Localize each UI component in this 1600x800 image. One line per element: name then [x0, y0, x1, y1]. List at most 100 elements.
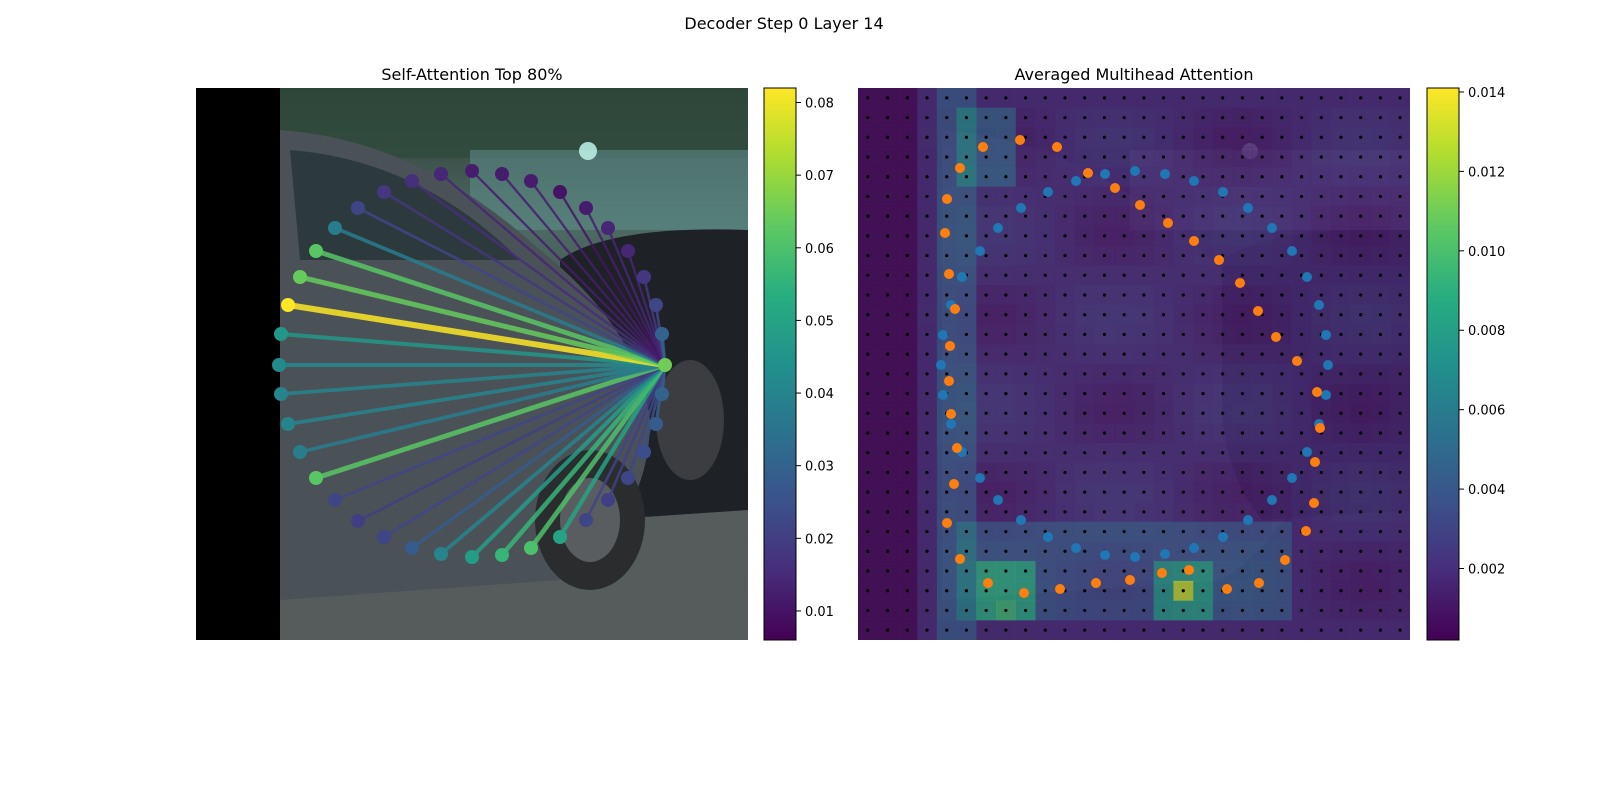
grid-dot: [1260, 214, 1264, 218]
colorbar-tick-label: 0.04: [805, 387, 834, 402]
contour-point: [309, 244, 323, 258]
grid-dot: [1043, 352, 1047, 356]
grid-dot: [1378, 293, 1383, 297]
grid-dot: [1181, 470, 1185, 475]
grid-dot: [1280, 510, 1284, 514]
grid-dot: [1201, 628, 1205, 632]
grid-dot: [1083, 293, 1087, 297]
grid-dot: [1359, 451, 1363, 455]
grid-dot: [1102, 391, 1107, 396]
grid-dot: [1181, 490, 1185, 494]
orange-point: [946, 409, 956, 419]
grid-dot: [885, 352, 890, 356]
grid-dot: [1023, 253, 1028, 258]
grid-dot: [1201, 451, 1205, 455]
grid-dot: [1043, 510, 1047, 514]
grid-dot: [905, 273, 909, 277]
grid-dot: [885, 115, 890, 120]
grid-dot: [1378, 234, 1383, 238]
grid-dot: [1221, 411, 1225, 415]
grid-dot: [1142, 510, 1146, 514]
grid-dot: [984, 293, 988, 297]
orange-point: [955, 163, 965, 173]
grid-dot: [925, 608, 929, 613]
grid-dot: [1378, 135, 1383, 139]
grid-dot: [1102, 96, 1107, 100]
grid-dot: [925, 490, 929, 494]
grid-dot: [1378, 115, 1383, 120]
grid-dot: [1122, 313, 1126, 317]
orange-point: [955, 554, 965, 564]
grid-dot: [866, 253, 870, 258]
grid-dot: [1240, 155, 1245, 159]
grid-dot: [1398, 352, 1402, 356]
grid-dot: [905, 391, 909, 396]
contour-point: [465, 550, 479, 564]
colorbar-tick-label: 0.006: [1468, 404, 1505, 419]
grid-dot: [1299, 391, 1304, 396]
grid-dot: [885, 214, 890, 218]
grid-dot: [885, 589, 890, 593]
contour-points: [272, 164, 672, 564]
grid-dot: [1083, 313, 1087, 317]
grid-dot: [925, 313, 929, 317]
grid-dot: [1280, 391, 1284, 396]
grid-dot: [1260, 628, 1264, 632]
grid-dot: [1122, 352, 1126, 356]
blue-point: [1243, 515, 1253, 525]
grid-dot: [964, 431, 969, 435]
grid-dot: [885, 234, 890, 238]
grid-dot: [1122, 372, 1126, 376]
grid-dot: [1201, 115, 1205, 120]
orange-point: [1280, 555, 1290, 565]
attention-lines: [279, 170, 667, 559]
grid-dot: [1299, 135, 1304, 139]
grid-dot: [1240, 391, 1245, 396]
grid-dot: [1260, 431, 1264, 435]
grid-dot: [1398, 549, 1402, 553]
attention-line: [500, 363, 667, 557]
grid-dot: [1063, 313, 1067, 317]
grid-dot: [1201, 96, 1205, 100]
grid-dot: [866, 194, 870, 199]
grid-dot: [1201, 194, 1205, 199]
grid-dot: [1378, 608, 1383, 613]
grid-dot: [1240, 431, 1245, 435]
grid-dot: [1240, 135, 1245, 139]
figure-suptitle: Decoder Step 0 Layer 14: [684, 14, 883, 33]
grid-dot: [925, 372, 929, 376]
grid-dot: [945, 96, 949, 100]
grid-dot: [1339, 234, 1343, 238]
grid-dot: [1043, 115, 1047, 120]
grid-dot: [1063, 411, 1067, 415]
grid-dot: [1023, 470, 1028, 475]
grid-dot: [1102, 313, 1107, 317]
grid-dot: [984, 411, 988, 415]
grid-dot: [1299, 115, 1304, 120]
grid-dot: [1359, 391, 1363, 396]
grid-dot: [1102, 135, 1107, 139]
blue-point: [936, 360, 946, 370]
grid-dot: [905, 451, 909, 455]
colorbar-tick-label: 0.02: [805, 532, 834, 547]
grid-dot: [885, 332, 890, 337]
grid-dot: [945, 549, 949, 553]
grid-dot: [1142, 313, 1146, 317]
grid-dot: [984, 214, 988, 218]
grid-dot: [984, 608, 988, 613]
grid-dot: [1063, 234, 1067, 238]
contour-point: [579, 201, 593, 215]
attention-line: [626, 364, 667, 479]
orange-point: [952, 443, 962, 453]
attention-line: [530, 180, 666, 366]
grid-dot: [1339, 96, 1343, 100]
grid-dot: [1299, 589, 1304, 593]
grid-dot: [1083, 529, 1087, 534]
grid-dot: [1023, 628, 1028, 632]
grid-dot: [905, 352, 909, 356]
grid-dot: [1240, 490, 1245, 494]
grid-dot: [1023, 372, 1028, 376]
grid-dot: [1161, 628, 1166, 632]
contour-point: [434, 167, 448, 181]
grid-dot: [1201, 372, 1205, 376]
